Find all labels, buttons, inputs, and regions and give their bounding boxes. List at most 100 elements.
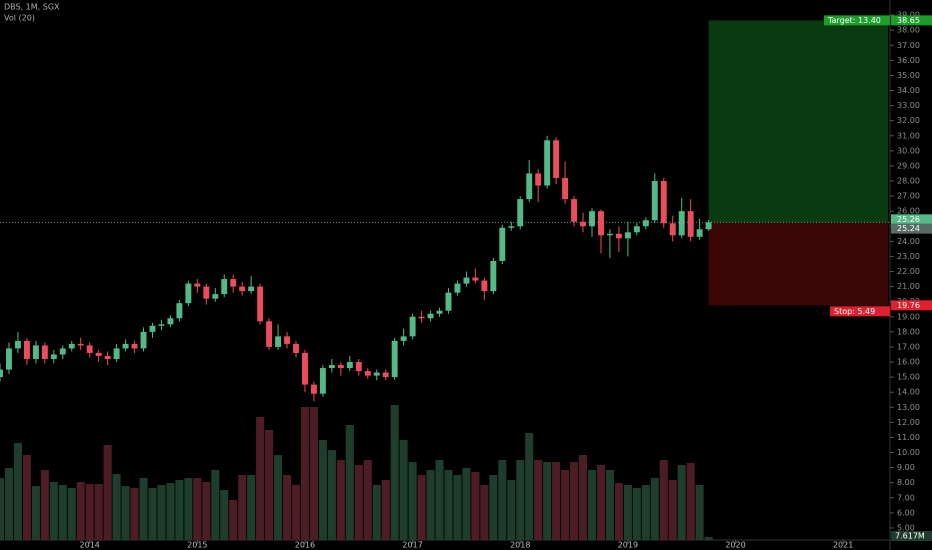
volume-bar xyxy=(561,470,570,540)
volume-bar xyxy=(139,478,148,540)
x-tick-label: 2020 xyxy=(725,541,745,550)
volume-bar xyxy=(13,443,22,540)
last-price-label-box xyxy=(891,214,932,225)
y-tick-label: 33.00 xyxy=(897,101,920,110)
y-tick-label: 35.00 xyxy=(897,71,920,80)
y-tick-label: 15.00 xyxy=(897,373,920,382)
volume-bar xyxy=(543,462,552,540)
candle-body xyxy=(239,286,246,292)
volume-bar xyxy=(76,482,85,540)
candle-body xyxy=(302,352,308,385)
volume-bar xyxy=(435,460,444,540)
volume-bar xyxy=(265,430,274,540)
volume-bar xyxy=(453,475,462,540)
volume-bar xyxy=(668,480,677,540)
candle-body xyxy=(319,368,326,394)
candle-body xyxy=(212,294,219,299)
candle-body xyxy=(95,352,102,356)
volume-bar xyxy=(417,475,426,540)
volume-bar xyxy=(31,486,40,540)
volume-bar xyxy=(552,462,561,540)
volume-bar xyxy=(498,460,507,540)
volume-bar xyxy=(426,470,435,540)
volume-bar xyxy=(659,460,668,540)
candle-body xyxy=(158,324,165,326)
volume-bar xyxy=(4,468,14,540)
volume-bar xyxy=(291,485,301,540)
y-tick-label: 27.00 xyxy=(897,192,920,201)
volume-bar xyxy=(40,470,49,540)
volume-bar xyxy=(327,450,336,540)
candle-body xyxy=(6,348,12,370)
volume-bar xyxy=(247,475,256,540)
volume-bar xyxy=(193,478,202,540)
volume-bar xyxy=(166,483,175,540)
volume-bar xyxy=(605,470,614,540)
volume-bar xyxy=(112,474,121,540)
y-tick-label: 13.00 xyxy=(897,403,920,412)
candle-body xyxy=(77,343,84,346)
candle-body xyxy=(248,286,255,292)
volume-title: Vol (20) xyxy=(4,14,35,23)
candle-body xyxy=(230,279,237,287)
volume-bar xyxy=(0,478,5,540)
candle-body xyxy=(669,223,676,236)
y-tick-label: 29.00 xyxy=(897,161,920,170)
volume-bar xyxy=(695,485,704,540)
candle-body xyxy=(418,316,425,319)
volume-bar xyxy=(220,490,229,540)
volume-bar xyxy=(363,460,372,540)
volume-bar xyxy=(345,425,354,540)
volume-bar xyxy=(686,463,695,540)
candle-body xyxy=(257,286,264,322)
y-tick-label: 9.00 xyxy=(897,463,915,472)
candle-body xyxy=(580,221,586,227)
volume-bar xyxy=(318,440,327,540)
candle-body xyxy=(59,348,66,355)
y-tick-label: 23.00 xyxy=(897,252,920,261)
candle-body xyxy=(149,325,156,332)
candle-body xyxy=(203,286,210,299)
volume-bar xyxy=(489,475,498,540)
candle-body xyxy=(409,316,416,337)
candle-body xyxy=(454,283,461,293)
y-tick-label: 28.00 xyxy=(897,177,920,186)
volume-bar xyxy=(229,500,238,540)
candle-body xyxy=(14,340,21,349)
candle-body xyxy=(589,211,595,227)
candle-body xyxy=(651,181,658,221)
candle-body xyxy=(427,313,434,319)
volume-bar xyxy=(596,465,606,540)
volume-bar xyxy=(399,440,408,540)
chart-title: DBS, 1M, SGX xyxy=(4,3,60,12)
candle-body xyxy=(32,345,39,359)
y-tick-label: 14.00 xyxy=(897,388,920,397)
y-tick-label: 39.00 xyxy=(897,11,920,20)
target-price-label: 38.65 xyxy=(897,16,920,25)
volume-bar xyxy=(336,460,345,540)
y-tick-label: 22.00 xyxy=(897,267,920,276)
y-tick-label: 19.00 xyxy=(897,312,920,321)
candle-body xyxy=(606,233,613,236)
x-tick-label: 2016 xyxy=(295,541,315,550)
candle-body xyxy=(23,340,30,359)
candle-body xyxy=(696,229,703,237)
candle-body xyxy=(400,336,407,341)
candle-body xyxy=(346,362,353,369)
candle-body xyxy=(337,365,344,369)
stop-price-label: 19.76 xyxy=(897,301,920,310)
volume-bar xyxy=(641,485,650,540)
y-tick-label: 17.00 xyxy=(897,342,920,351)
volume-bar xyxy=(471,472,480,540)
candle-body xyxy=(624,232,631,239)
y-tick-label: 38.00 xyxy=(897,26,920,35)
candle-body xyxy=(544,140,551,186)
candle-body xyxy=(176,303,183,319)
candle-body xyxy=(445,292,452,311)
candle-body xyxy=(463,277,470,284)
volume-bar xyxy=(211,470,220,540)
candle-body xyxy=(571,199,578,222)
volume-bar xyxy=(677,465,686,540)
candle-body xyxy=(687,211,694,237)
